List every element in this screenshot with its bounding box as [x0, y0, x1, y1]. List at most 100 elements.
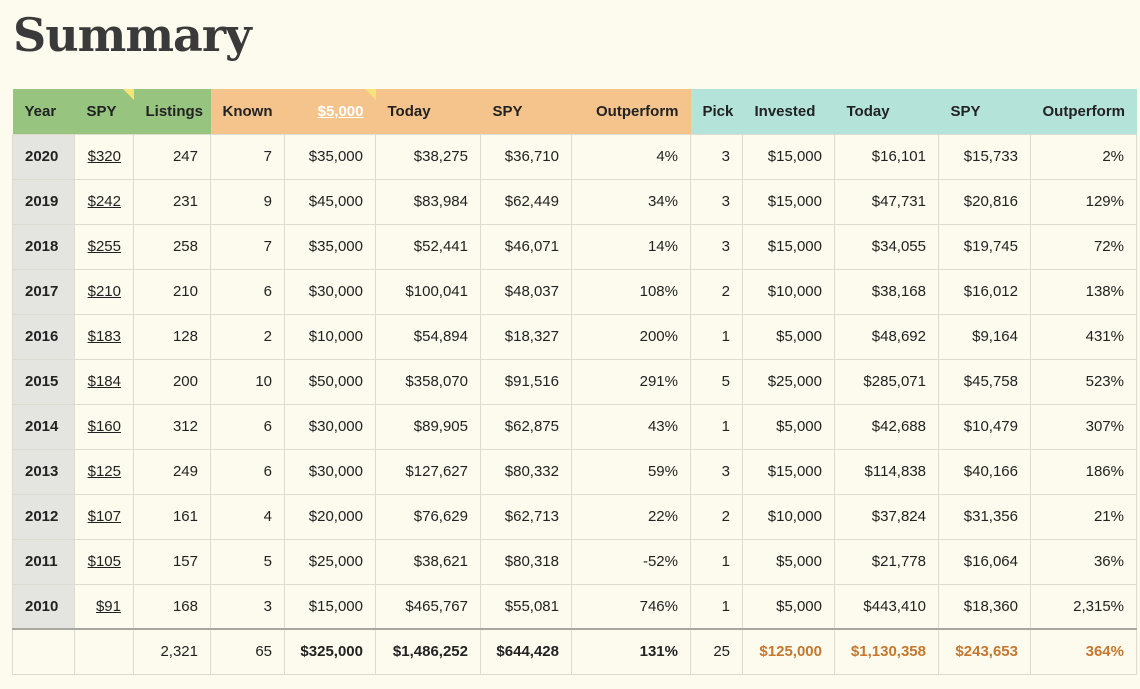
table-row: 2015 $184 200 10 $50,000 $358,070 $91,51…: [12, 358, 1137, 405]
invested-cell: $15,000: [742, 133, 835, 180]
spy-price-link[interactable]: $105: [87, 553, 121, 570]
spy-price-cell[interactable]: $160: [74, 403, 134, 450]
spy-price-cell[interactable]: $242: [74, 178, 134, 225]
spy-price-link[interactable]: $242: [87, 193, 121, 210]
known-cell: 6: [210, 403, 285, 450]
today-cell: $52,441: [375, 223, 481, 270]
pick-cell: 2: [690, 268, 743, 315]
known-cell: 4: [210, 493, 285, 540]
pick-cell: 1: [690, 538, 743, 585]
outperform-cell: 4%: [571, 133, 691, 180]
outperform-cell: 14%: [571, 223, 691, 270]
pick-today-cell: $34,055: [834, 223, 939, 270]
spy-price-link[interactable]: $255: [87, 238, 121, 255]
header-invested-link[interactable]: $5,000: [284, 89, 376, 134]
spy-price-cell[interactable]: $183: [74, 313, 134, 360]
spy-price-cell[interactable]: $107: [74, 493, 134, 540]
header-pick-spy[interactable]: SPY: [938, 89, 1031, 134]
spy-price-link[interactable]: $320: [87, 148, 121, 165]
spy-price-link[interactable]: $210: [87, 283, 121, 300]
known-invested-cell: $10,000: [284, 313, 376, 360]
spy-value-cell: $36,710: [480, 133, 572, 180]
outperform-cell: 34%: [571, 178, 691, 225]
known-invested-cell: $25,000: [284, 538, 376, 585]
header-spy-value[interactable]: SPY: [480, 89, 572, 134]
spy-price-cell[interactable]: $320: [74, 133, 134, 180]
table-row: 2011 $105 157 5 $25,000 $38,621 $80,318 …: [12, 538, 1137, 585]
known-cell: 7: [210, 223, 285, 270]
header-today[interactable]: Today: [375, 89, 481, 134]
known-invested-cell: $15,000: [284, 583, 376, 630]
pick-cell: 2: [690, 493, 743, 540]
pick-cell: 1: [690, 403, 743, 450]
spy-value-cell: $55,081: [480, 583, 572, 630]
known-invested-cell: $35,000: [284, 133, 376, 180]
header-pick-today[interactable]: Today: [834, 89, 939, 134]
total-year-cell: [12, 628, 75, 675]
spy-price-cell[interactable]: $91: [74, 583, 134, 630]
spy-value-cell: $80,318: [480, 538, 572, 585]
spy-price-link[interactable]: $91: [95, 597, 121, 615]
listings-cell: 249: [133, 448, 211, 495]
known-cell: 6: [210, 268, 285, 315]
spy-price-link[interactable]: $107: [87, 508, 121, 525]
invested-cell: $10,000: [742, 268, 835, 315]
pick-spy-cell: $19,745: [938, 223, 1031, 270]
page-title: Summary: [13, 8, 252, 62]
spy-price-cell[interactable]: $210: [74, 268, 134, 315]
spy-price-link[interactable]: $125: [87, 463, 121, 480]
spy-price-link[interactable]: $184: [87, 373, 121, 390]
total-pick-today-cell: $1,130,358: [834, 628, 939, 675]
listings-cell: 157: [133, 538, 211, 585]
pick-outperform-cell: 186%: [1030, 448, 1137, 495]
total-outperform-cell: 131%: [571, 628, 691, 675]
table-row: 2012 $107 161 4 $20,000 $76,629 $62,713 …: [12, 493, 1137, 540]
listings-cell: 258: [133, 223, 211, 270]
invested-cell: $5,000: [742, 403, 835, 450]
listings-cell: 128: [133, 313, 211, 360]
outperform-cell: 22%: [571, 493, 691, 540]
spy-price-link[interactable]: $183: [87, 328, 121, 345]
header-known[interactable]: Known: [210, 89, 285, 134]
spy-price-cell[interactable]: $184: [74, 358, 134, 405]
header-invested[interactable]: Invested: [742, 89, 835, 134]
header-pick-outperform[interactable]: Outperform: [1030, 89, 1137, 134]
spy-price-cell[interactable]: $255: [74, 223, 134, 270]
listings-cell: 247: [133, 133, 211, 180]
header-listings[interactable]: Listings: [133, 89, 211, 134]
header-outperform[interactable]: Outperform: [571, 89, 691, 134]
table-row: 2017 $210 210 6 $30,000 $100,041 $48,037…: [12, 268, 1137, 315]
outperform-cell: 291%: [571, 358, 691, 405]
pick-outperform-cell: 72%: [1030, 223, 1137, 270]
total-pick-outperform-cell: 364%: [1030, 628, 1137, 675]
spy-price-cell[interactable]: $125: [74, 448, 134, 495]
listings-cell: 168: [133, 583, 211, 630]
header-year[interactable]: Year: [12, 89, 75, 134]
total-today-cell: $1,486,252: [375, 628, 481, 675]
year-cell: 2011: [12, 538, 75, 585]
spy-value-cell: $62,449: [480, 178, 572, 225]
total-invested-cell: $125,000: [742, 628, 835, 675]
known-cell: 2: [210, 313, 285, 360]
pick-today-cell: $114,838: [834, 448, 939, 495]
header-pick[interactable]: Pick: [690, 89, 743, 134]
pick-spy-cell: $18,360: [938, 583, 1031, 630]
known-cell: 3: [210, 583, 285, 630]
outperform-cell: -52%: [571, 538, 691, 585]
table-row: 2013 $125 249 6 $30,000 $127,627 $80,332…: [12, 448, 1137, 495]
header-spy[interactable]: SPY: [74, 89, 134, 134]
spy-value-cell: $80,332: [480, 448, 572, 495]
pick-today-cell: $37,824: [834, 493, 939, 540]
pick-spy-cell: $16,064: [938, 538, 1031, 585]
pick-cell: 3: [690, 178, 743, 225]
pick-today-cell: $47,731: [834, 178, 939, 225]
today-cell: $83,984: [375, 178, 481, 225]
spy-price-cell[interactable]: $105: [74, 538, 134, 585]
listings-cell: 231: [133, 178, 211, 225]
summary-table: Year SPY Listings Known $5,000 Today SPY…: [12, 89, 1137, 675]
listings-cell: 161: [133, 493, 211, 540]
spy-price-link[interactable]: $160: [87, 418, 121, 435]
year-cell: 2016: [12, 313, 75, 360]
spy-value-cell: $91,516: [480, 358, 572, 405]
pick-spy-cell: $31,356: [938, 493, 1031, 540]
